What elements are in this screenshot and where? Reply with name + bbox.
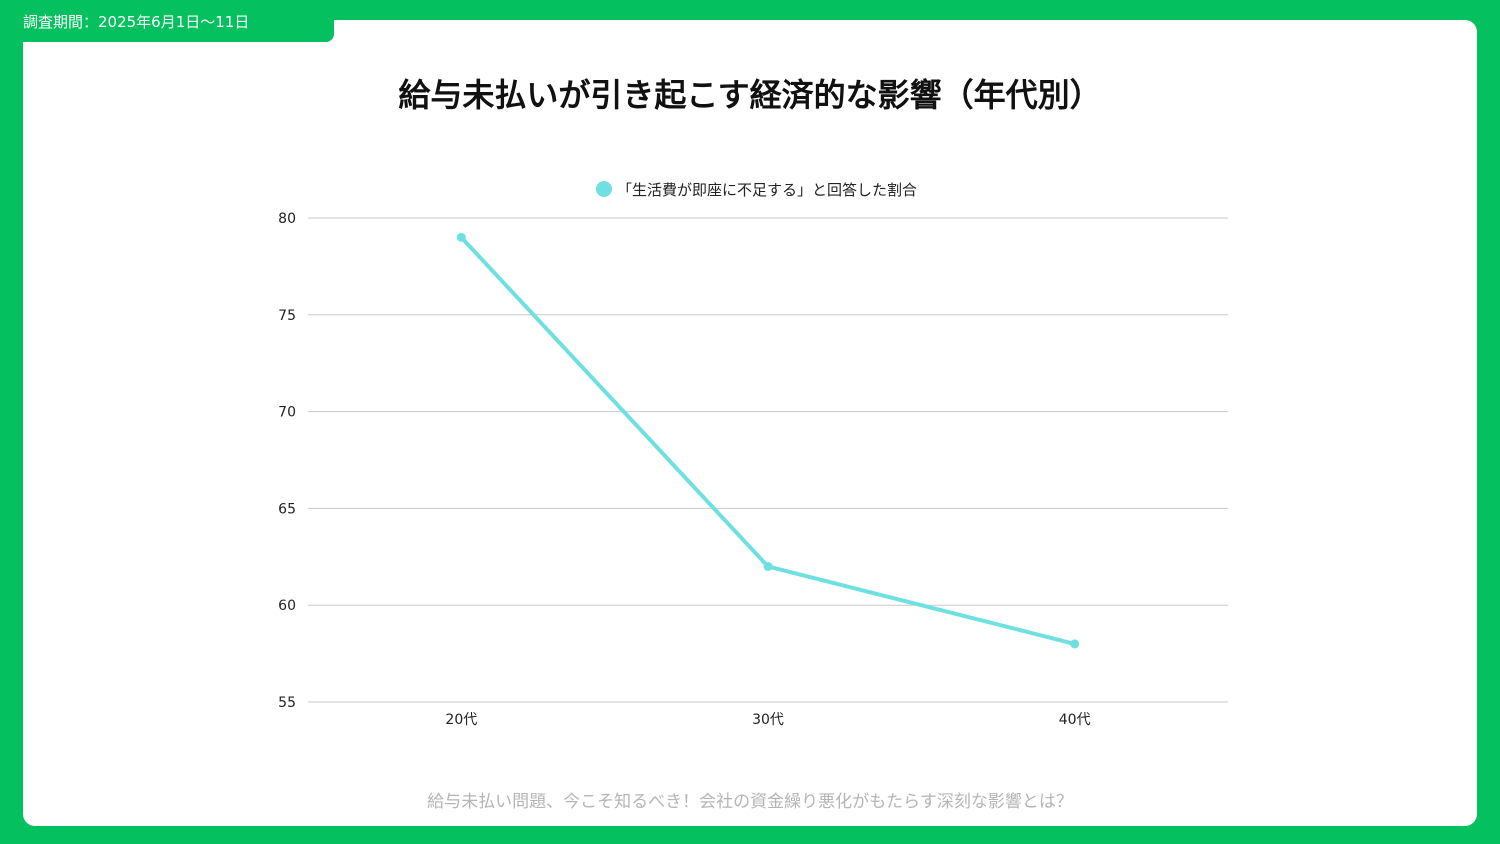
data-point	[456, 232, 466, 242]
legend-label: 「生活費が即座に不足する」と回答した割合	[617, 181, 917, 199]
y-tick-label: 70	[278, 405, 296, 421]
line-chart: 80 75 70 65 60 55 20代 30代 40代 「生活費が即座に不足する」と回答した割…	[278, 181, 1228, 728]
survey-period-tab: 調査期間：2025年6月1日〜11日	[0, 0, 334, 42]
legend-marker	[596, 181, 612, 197]
footer-caption: 給与未払い問題、今こそ知るべき！会社の資金繰り悪化がもたらす深刻な影響とは？	[427, 792, 1073, 812]
data-point	[1070, 639, 1080, 649]
x-tick-label: 20代	[445, 712, 477, 728]
y-tick-label: 65	[278, 501, 296, 517]
y-tick-label: 60	[278, 598, 296, 614]
y-tick-label: 55	[278, 695, 296, 711]
chart-title: 給与未払いが引き起こす経済的な影響（年代別）	[398, 76, 1102, 114]
y-tick-label: 75	[278, 308, 296, 324]
chart-card: 給与未払いが引き起こす経済的な影響（年代別） 80 75 70 65 60 55 20代 30…	[23, 20, 1477, 826]
series-line	[459, 235, 1077, 646]
survey-period-label: 調査期間：2025年6月1日〜11日	[23, 13, 250, 31]
x-tick-label: 40代	[1059, 712, 1091, 728]
x-tick-label: 30代	[752, 712, 784, 728]
data-point	[763, 561, 773, 571]
y-tick-label: 80	[278, 211, 296, 227]
